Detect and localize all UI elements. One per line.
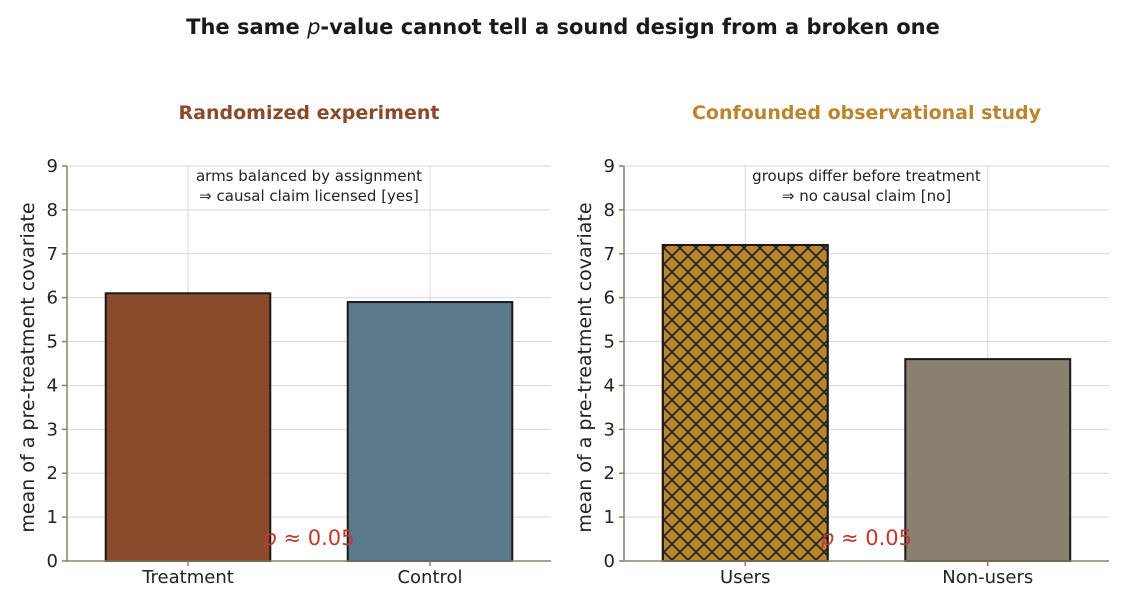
bar-control <box>346 301 514 562</box>
bar-treatment <box>104 292 272 562</box>
panel-title: Randomized experiment <box>179 102 440 124</box>
y-tick-label: 2 <box>47 463 58 484</box>
y-axis-label: mean of a pre-treatment covariate <box>17 202 39 532</box>
y-tick-label: 6 <box>604 288 615 309</box>
y-tick-label: 1 <box>47 507 58 528</box>
y-tick-label: 4 <box>604 375 615 396</box>
y-tick-label: 3 <box>47 419 58 440</box>
y-tick-label: 0 <box>47 551 58 572</box>
y-tick-label: 2 <box>604 463 615 484</box>
y-tick-label: 4 <box>47 375 58 396</box>
y-axis-label: mean of a pre-treatment covariate <box>574 202 596 532</box>
x-tick-label: Control <box>397 567 462 588</box>
annotation-line: arms balanced by assignment <box>196 167 422 185</box>
x-tick-label: Treatment <box>141 567 234 588</box>
annotation-line: ⇒ causal claim licensed [yes] <box>199 187 419 205</box>
y-tick-label: 7 <box>47 244 58 265</box>
y-tick-label: 0 <box>604 551 615 572</box>
panel-observational: Confounded observational study 0 1 2 3 4 5 6 7 8 9… <box>574 102 1109 588</box>
p-value-label: p ≈ 0.05 <box>262 526 354 550</box>
panel-title: Confounded observational study <box>692 102 1042 124</box>
y-tick-label: 6 <box>47 288 58 309</box>
y-tick-label: 9 <box>604 156 615 177</box>
y-tick-label: 3 <box>604 419 615 440</box>
bar-hatch <box>661 244 829 562</box>
x-tick-label: Non-users <box>942 567 1033 588</box>
y-tick-label: 5 <box>604 332 615 353</box>
annotation-line: groups differ before treatment <box>752 167 981 185</box>
x-tick-label: Users <box>720 567 770 588</box>
y-tick-label: 7 <box>604 244 615 265</box>
y-tick-label: 8 <box>47 200 58 221</box>
y-tick-label: 1 <box>604 507 615 528</box>
figure-title: The same p-value cannot tell a sound des… <box>186 15 940 39</box>
y-tick-label: 8 <box>604 200 615 221</box>
panel-randomized: Randomized experiment 0 1 2 3 4 5 6 7 8 9 Treatment… <box>17 102 551 588</box>
y-tick-label: 9 <box>47 156 58 177</box>
bar-non-users <box>904 358 1072 562</box>
annotation-line: ⇒ no causal claim [no] <box>782 187 951 205</box>
p-value-label: p ≈ 0.05 <box>820 526 912 550</box>
y-tick-label: 5 <box>47 332 58 353</box>
